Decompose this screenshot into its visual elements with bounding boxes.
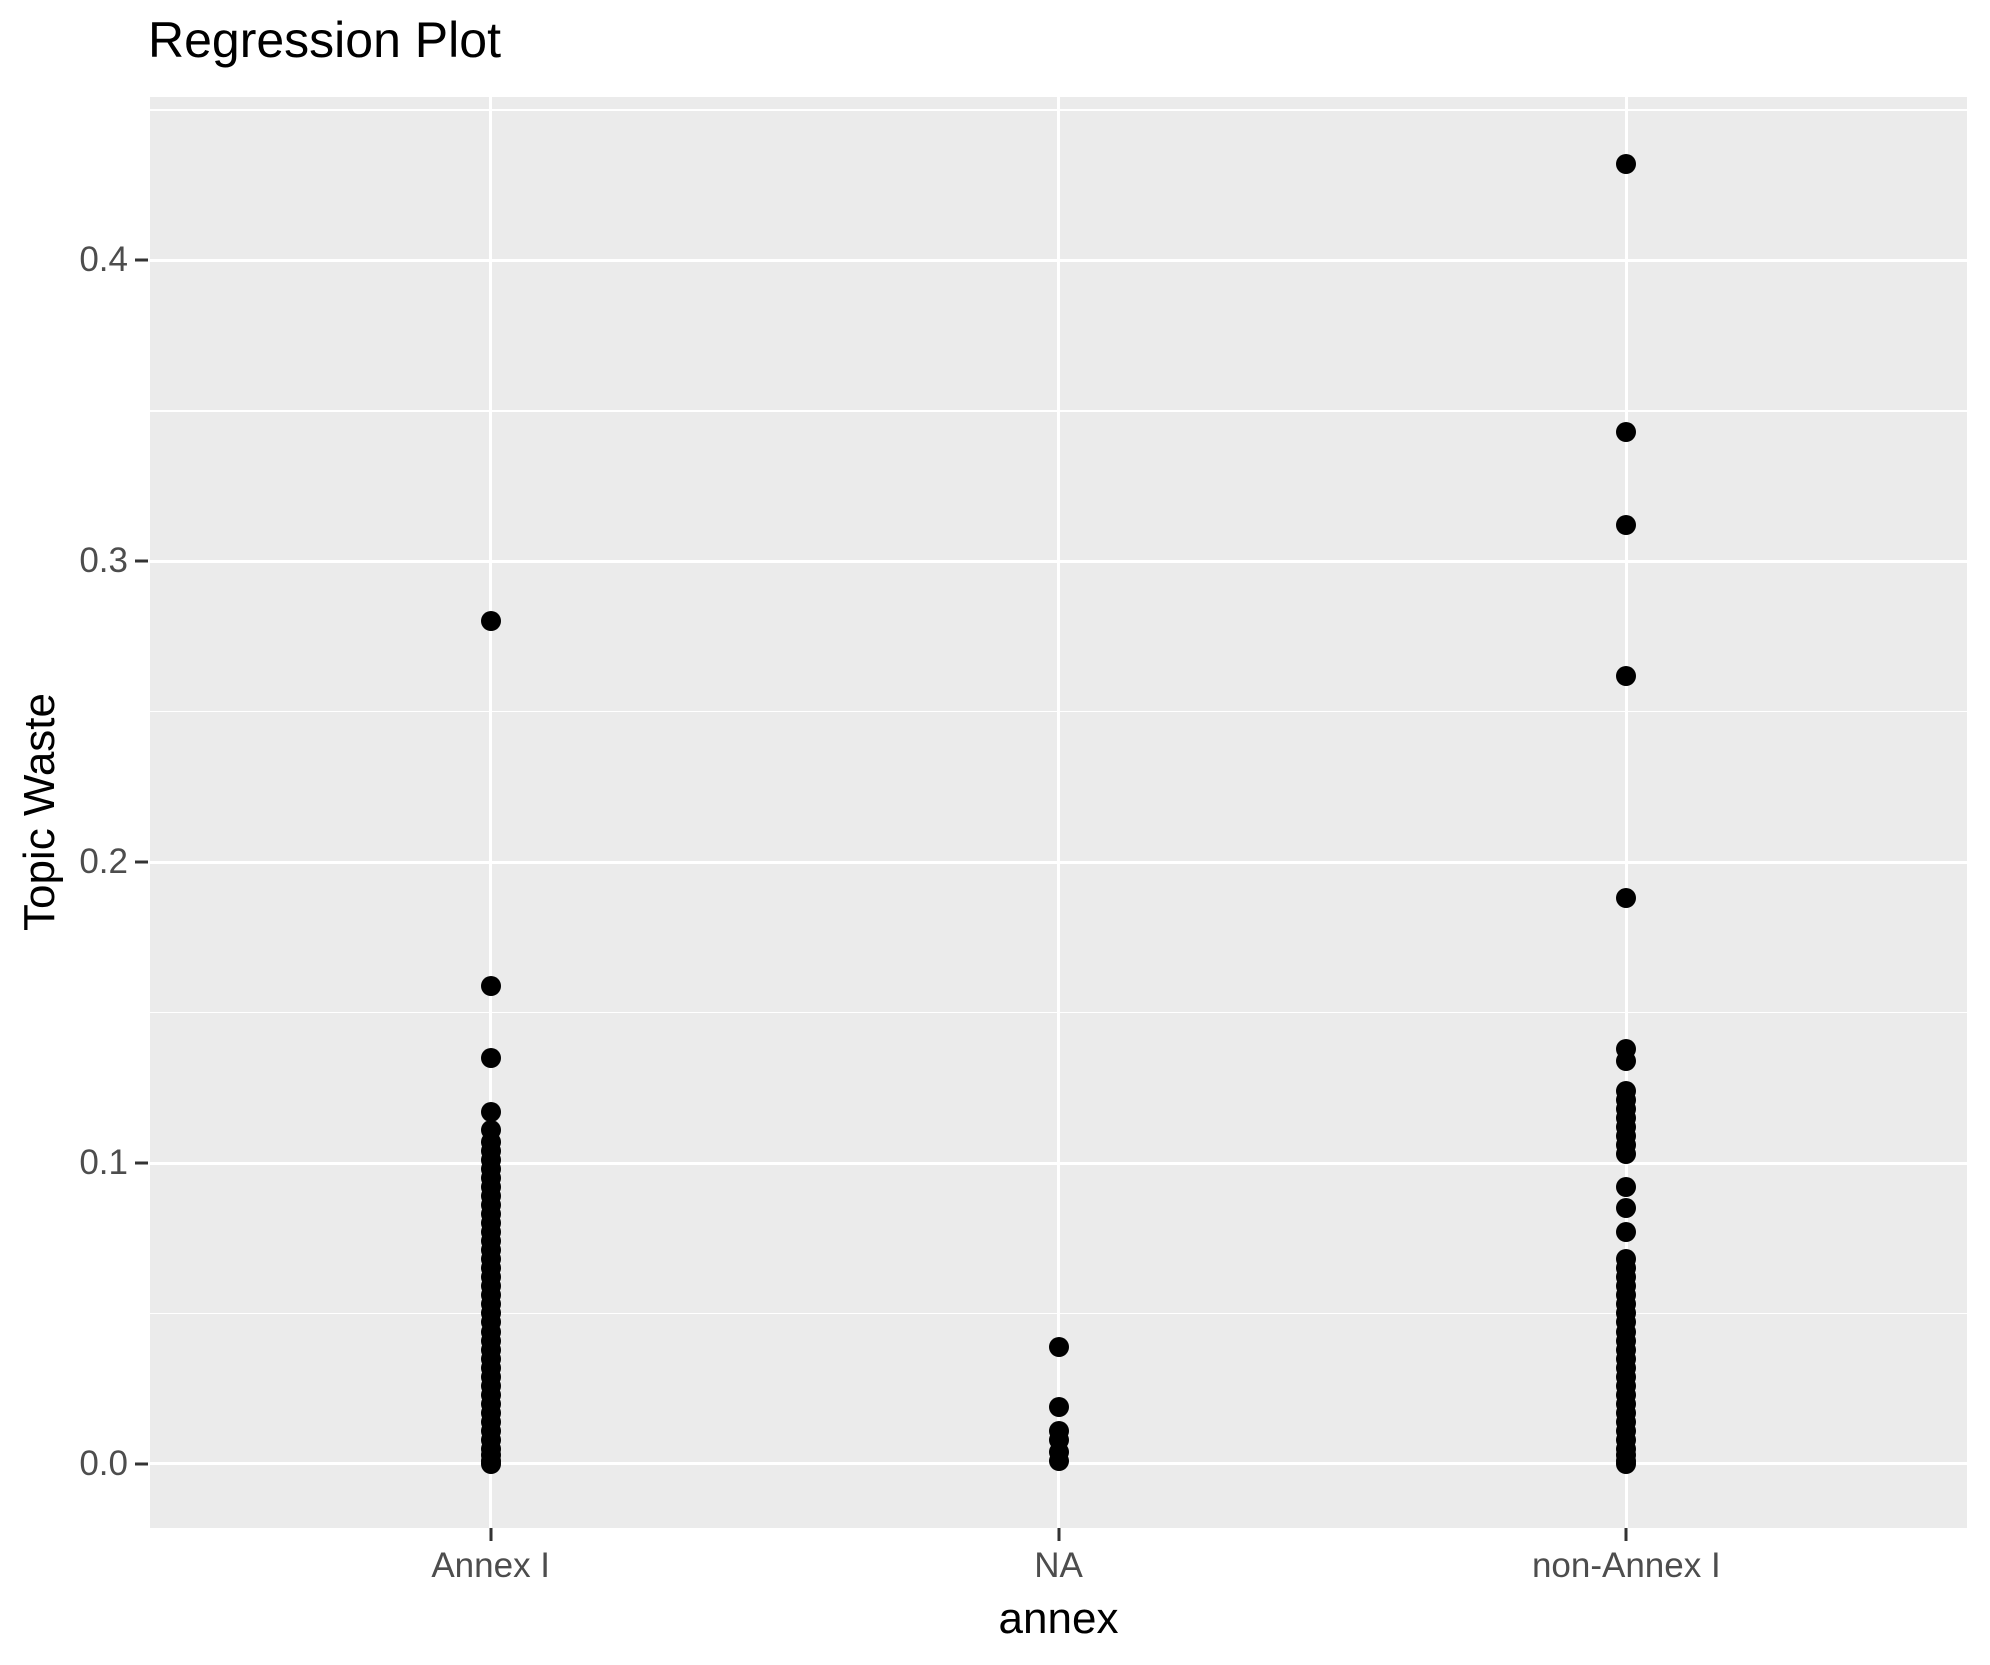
y-tick-label: 0.1 [79, 1143, 128, 1183]
y-tick-label: 0.4 [79, 240, 128, 280]
data-point [480, 1453, 501, 1474]
y-tick-mark [135, 1462, 148, 1466]
x-tick-label: Annex I [431, 1546, 551, 1585]
plot-panel [150, 97, 1967, 1528]
x-axis-title: annex [998, 1594, 1119, 1643]
y-tick-label: 0.0 [79, 1443, 128, 1483]
x-tick-mark [1624, 1528, 1628, 1541]
data-point [1616, 1050, 1637, 1071]
y-tick-label: 0.2 [79, 842, 128, 882]
gridline-major-x [489, 97, 493, 1528]
data-point [1616, 665, 1637, 686]
data-point [1616, 888, 1637, 909]
plot-title: Regression Plot [148, 12, 501, 68]
y-tick-mark [135, 860, 148, 864]
x-tick-label: NA [1034, 1546, 1083, 1585]
data-point [1048, 1396, 1069, 1417]
x-tick-mark [1057, 1528, 1060, 1541]
data-point [480, 611, 501, 632]
y-tick-mark [135, 1161, 148, 1165]
data-point [1616, 1144, 1637, 1164]
x-tick-mark [489, 1528, 493, 1541]
data-point [1616, 421, 1637, 442]
gridline-major-x [1057, 97, 1060, 1528]
y-axis-title: Topic Waste [15, 692, 64, 932]
y-tick-mark [135, 559, 148, 563]
data-point [1616, 154, 1637, 175]
data-point [1048, 1450, 1069, 1471]
data-point [1616, 1198, 1637, 1219]
gridline-major-x [1624, 97, 1628, 1528]
data-point [1616, 515, 1637, 536]
y-tick-mark [135, 258, 148, 262]
data-point [480, 975, 501, 996]
data-point [480, 1047, 501, 1068]
y-tick-label: 0.3 [79, 541, 128, 581]
data-point [1616, 1177, 1637, 1198]
data-point [480, 1101, 501, 1122]
data-point [1048, 1336, 1069, 1357]
data-point [1616, 1453, 1637, 1474]
x-tick-label: non-Annex I [1531, 1546, 1721, 1585]
data-point [1616, 1222, 1637, 1243]
